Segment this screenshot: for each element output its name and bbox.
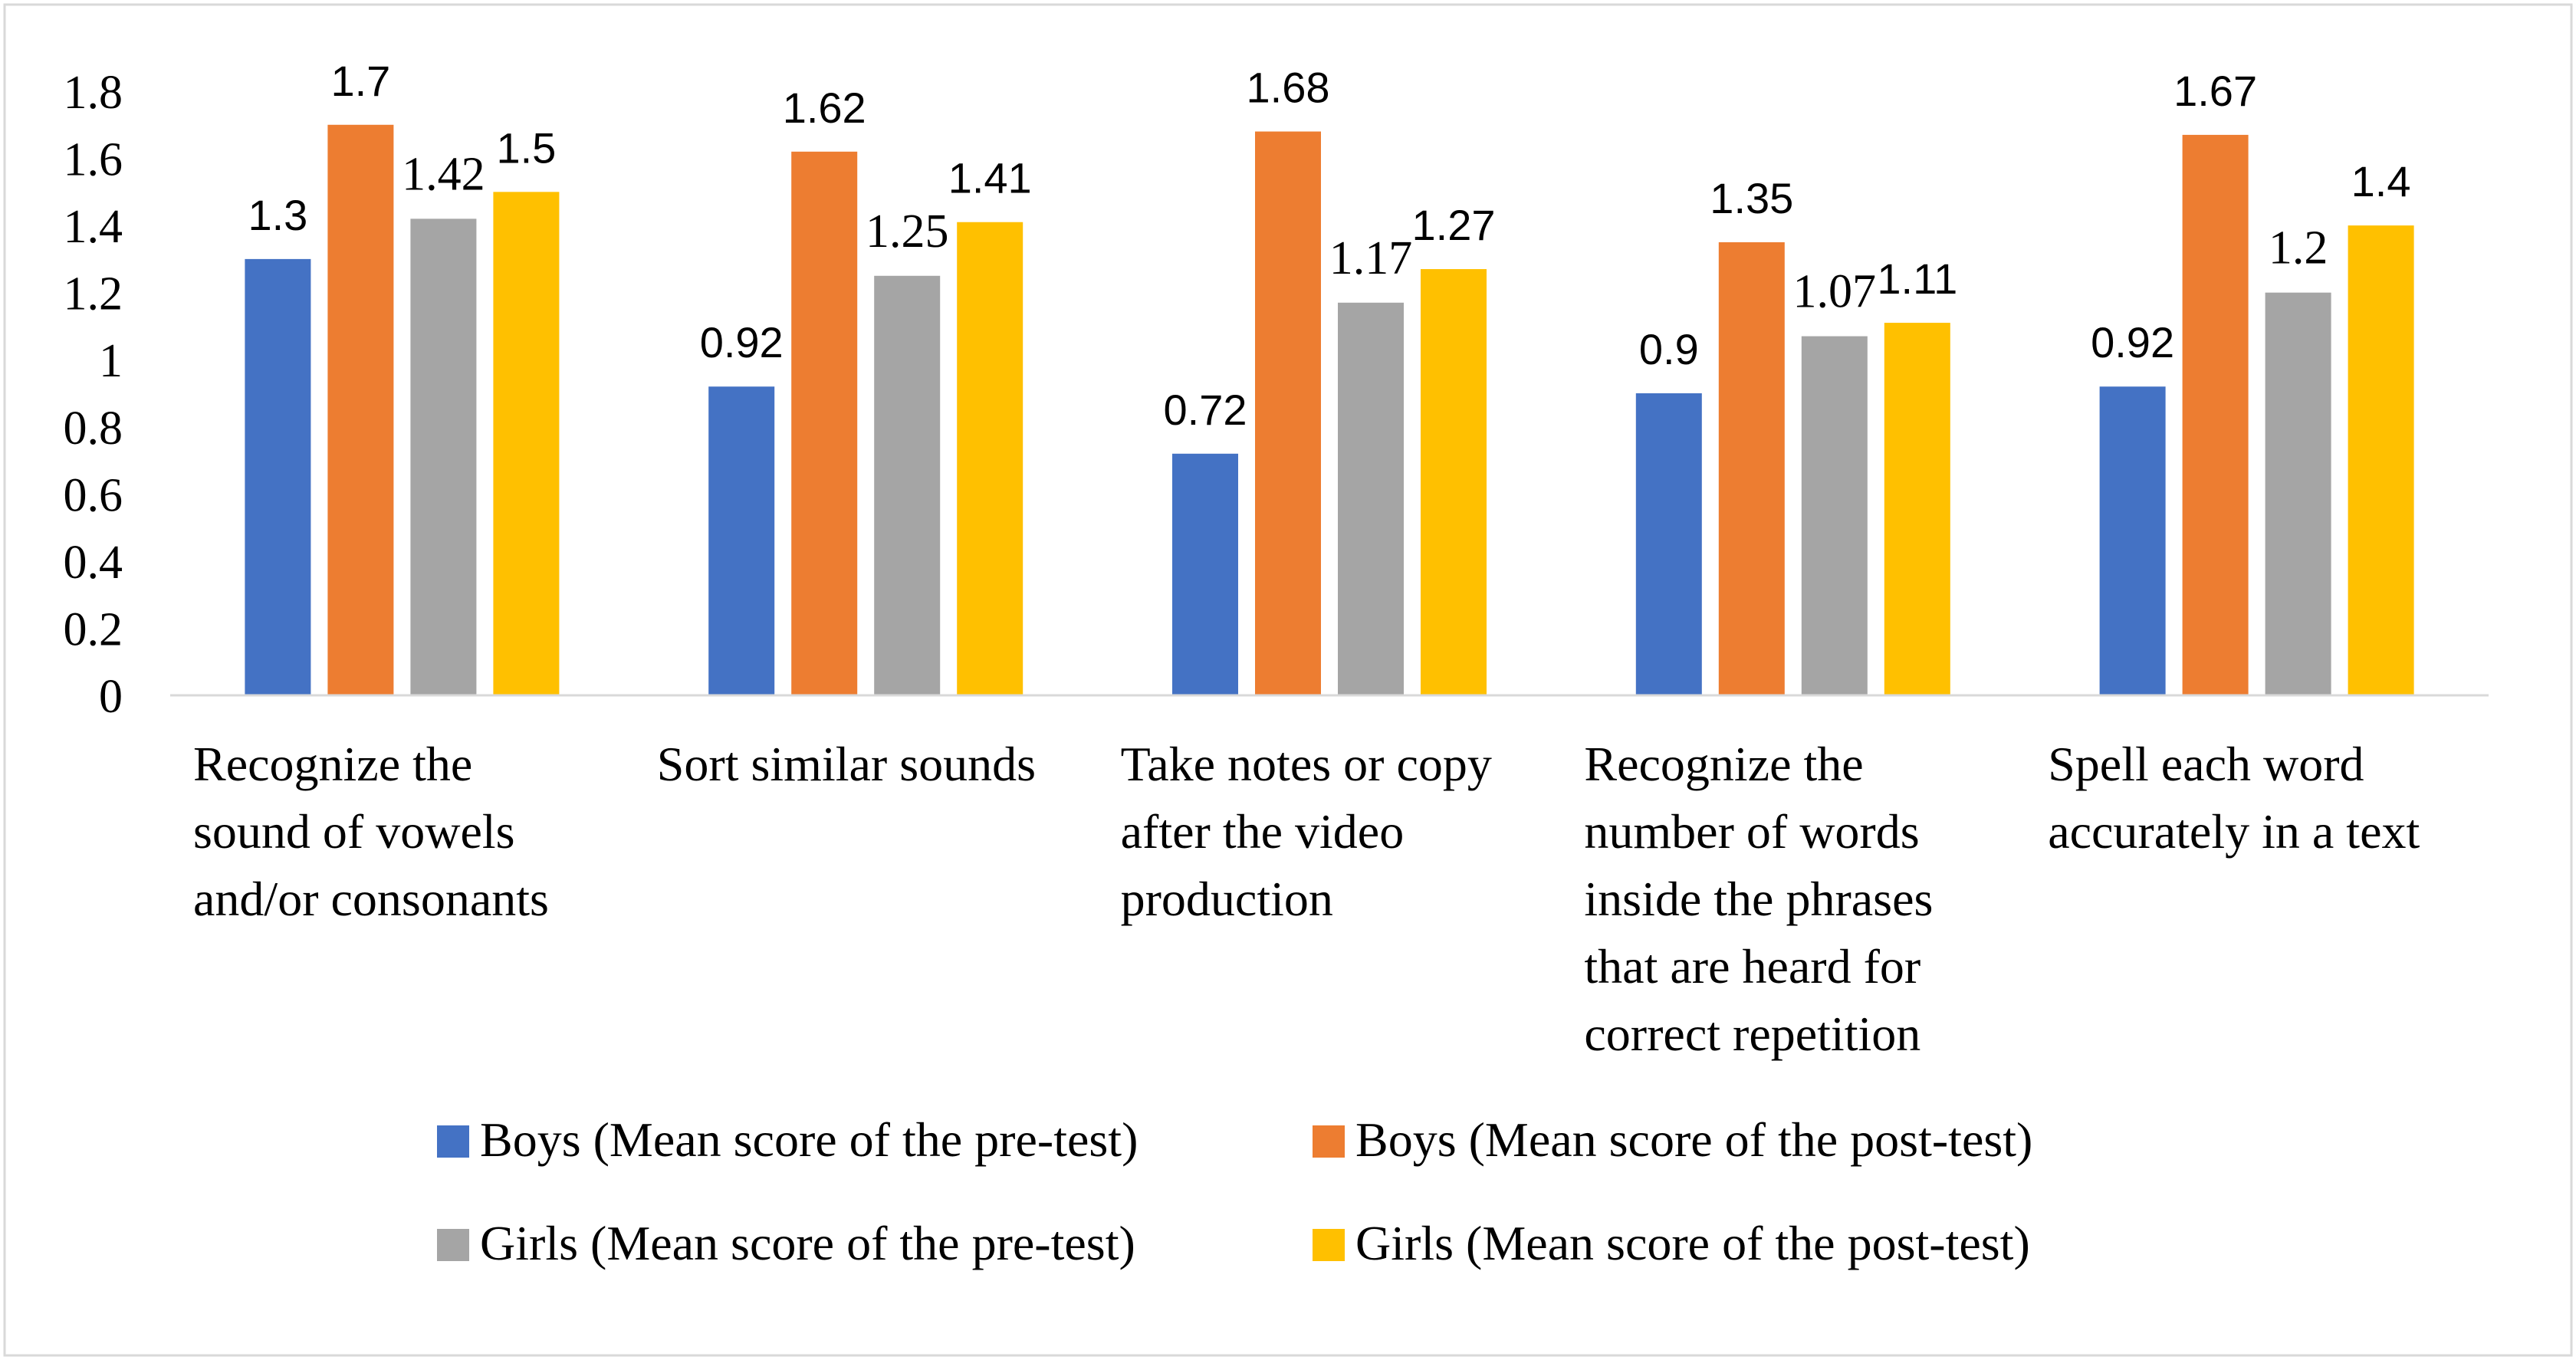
bar bbox=[957, 222, 1024, 695]
category-label: Recognize the sound of vowels and/or conso… bbox=[193, 737, 549, 926]
legend-label: Boys (Mean score of the post-test) bbox=[1355, 1112, 2032, 1167]
data-label: 0.9 bbox=[1639, 325, 1699, 373]
bar bbox=[493, 192, 560, 696]
data-label: 1.35 bbox=[1710, 174, 1793, 222]
bar bbox=[791, 151, 858, 696]
data-label: 1.07 bbox=[1793, 266, 1877, 318]
data-label: 1.7 bbox=[330, 57, 390, 105]
data-label: 0.72 bbox=[1164, 386, 1247, 434]
bar bbox=[1255, 131, 1321, 696]
bar bbox=[1338, 302, 1404, 695]
y-tick-label: 0.6 bbox=[64, 469, 123, 521]
bar bbox=[2182, 134, 2249, 695]
data-label: 0.92 bbox=[700, 318, 784, 366]
data-label: 1.2 bbox=[2269, 222, 2328, 274]
bars bbox=[245, 124, 2414, 696]
data-label: 0.92 bbox=[2091, 318, 2174, 366]
bar bbox=[874, 275, 941, 695]
bar bbox=[1718, 242, 1785, 695]
bar bbox=[1884, 323, 1950, 695]
y-tick-label: 0.2 bbox=[64, 603, 123, 655]
bar bbox=[327, 124, 394, 695]
y-axis: 0 0.2 0.4 0.6 0.8 1 1.2 1.4 1.6 1.8 bbox=[64, 67, 123, 723]
y-tick-label: 1 bbox=[99, 335, 123, 387]
data-label: 1.42 bbox=[402, 148, 485, 200]
legend-label: Boys (Mean score of the pre-test) bbox=[480, 1112, 1138, 1167]
data-label: 1.41 bbox=[948, 154, 1032, 202]
y-tick-label: 0.4 bbox=[64, 537, 123, 589]
bar bbox=[2099, 386, 2166, 695]
bar bbox=[245, 258, 311, 695]
data-label: 1.4 bbox=[2351, 157, 2411, 205]
legend-swatch bbox=[1313, 1125, 1345, 1158]
bar bbox=[2348, 225, 2414, 696]
bar bbox=[1801, 336, 1868, 695]
legend: Boys (Mean score of the pre-test) Boys (M… bbox=[437, 1112, 2032, 1270]
x-axis: Recognize the sound of vowels and/or conso… bbox=[193, 737, 2420, 1061]
data-label: 1.11 bbox=[1877, 255, 1957, 303]
data-label: 1.67 bbox=[2174, 67, 2257, 115]
bar bbox=[1421, 269, 1487, 695]
legend-swatch bbox=[437, 1229, 469, 1261]
y-tick-label: 1.4 bbox=[64, 201, 123, 253]
bar bbox=[2265, 292, 2331, 696]
y-tick-label: 1.6 bbox=[64, 134, 123, 186]
category-label: Take notes or copy after the video product… bbox=[1121, 737, 1492, 926]
bar bbox=[410, 218, 477, 695]
data-label: 1.5 bbox=[496, 123, 556, 172]
category-label: Sort similar sounds bbox=[657, 737, 1036, 791]
data-labels: 1.3 1.71.421.5 0.92 1.62 1.251.41 0.72 1.68 1.1… bbox=[248, 57, 2410, 434]
data-label: 1.17 bbox=[1329, 232, 1413, 284]
category-label: Recognize the number of words inside the p… bbox=[1584, 737, 1933, 1061]
y-tick-label: 1.2 bbox=[64, 268, 123, 320]
data-label: 1.27 bbox=[1412, 201, 1496, 249]
data-label: 1.68 bbox=[1247, 64, 1330, 112]
data-label: 1.62 bbox=[783, 84, 866, 132]
data-label: 1.3 bbox=[248, 191, 307, 239]
legend-swatch bbox=[1313, 1229, 1345, 1261]
legend-label: Girls (Mean score of the post-test) bbox=[1355, 1216, 2030, 1270]
legend-label: Girls (Mean score of the pre-test) bbox=[480, 1216, 1135, 1270]
bar bbox=[1172, 453, 1238, 695]
y-tick-label: 0 bbox=[99, 671, 123, 723]
legend-swatch bbox=[437, 1125, 469, 1158]
y-tick-label: 0.8 bbox=[64, 402, 123, 455]
data-label: 1.25 bbox=[866, 205, 949, 258]
y-tick-label: 1.8 bbox=[64, 67, 123, 119]
category-label: Spell each word accurately in a text bbox=[2048, 737, 2420, 859]
bar bbox=[1635, 393, 1702, 695]
bar bbox=[708, 386, 775, 695]
